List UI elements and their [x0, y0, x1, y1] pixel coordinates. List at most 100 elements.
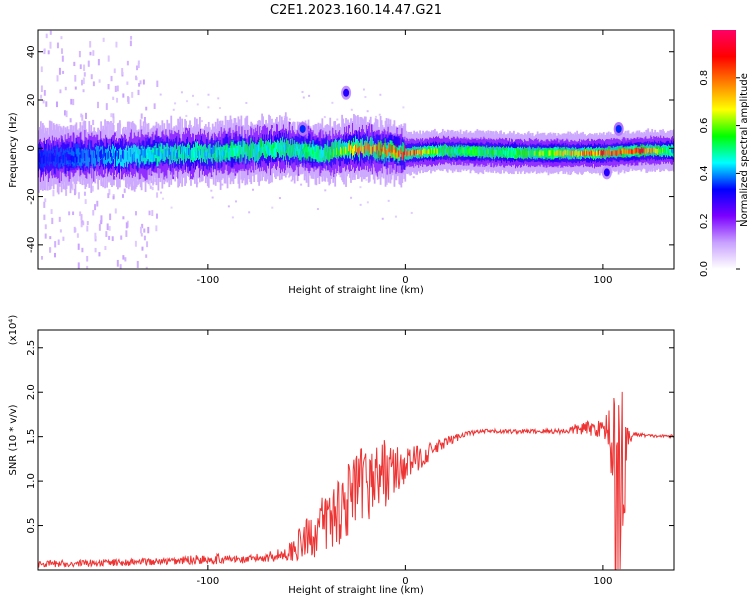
spectrogram-ridge-segment — [309, 141, 312, 157]
spectrogram-ridge-segment — [557, 150, 560, 156]
spectrogram-ridge-segment — [329, 150, 332, 159]
spectrogram-ridge-segment — [452, 147, 455, 153]
spectrogram-ridge-segment — [310, 147, 313, 155]
spectrogram-ridge-segment — [402, 141, 405, 159]
spectrogram-ridge-segment — [446, 147, 449, 153]
spectrogram-ridge-segment — [80, 150, 83, 169]
spectrogram-speckle — [50, 209, 53, 214]
spectrogram-speckle — [122, 216, 125, 220]
spectrogram-ridge-segment — [101, 149, 104, 159]
spectrogram-ridge-segment — [460, 149, 463, 155]
spectrogram-speckle — [153, 103, 156, 110]
spectrogram-ridge-segment — [662, 148, 664, 154]
spectrogram-speckle — [116, 97, 119, 103]
spectrogram-ridge-segment — [231, 147, 234, 156]
spectrogram-ridge-segment — [61, 153, 64, 167]
spectrogram-ridge-segment — [525, 151, 528, 157]
spectrogram-ridge-segment — [245, 143, 248, 152]
spectrogram-ridge-segment — [317, 149, 320, 162]
spectrogram-ridge-segment — [351, 143, 353, 151]
spectrogram-ridge-segment — [466, 148, 469, 154]
spectrogram-ridge-segment — [290, 145, 293, 153]
spectrogram-speckle — [308, 94, 311, 97]
spectrogram-ridge-segment — [191, 148, 193, 156]
spectrogram-speckle — [123, 188, 126, 193]
spectrogram-ridge-segment — [606, 150, 609, 156]
colorbar: 0.0 0.2 0.4 0.6 0.8 Normalized spectral ampl… — [699, 30, 750, 277]
spectrogram-speckle — [283, 115, 286, 118]
spectrogram-ridge-segment — [623, 148, 626, 154]
spectrogram-speckle — [59, 229, 62, 233]
spectrogram-ridge-segment — [544, 150, 547, 156]
spectrogram-ridge-segment — [489, 149, 492, 155]
spectrogram-speckle — [141, 246, 144, 251]
spectrogram-ridge-segment — [566, 150, 569, 156]
spectrogram-ridge-segment — [73, 156, 76, 164]
spectrogram-speckle — [211, 177, 214, 180]
spectrogram-speckle — [410, 211, 413, 214]
spectrogram-speckle — [87, 60, 90, 67]
spectrogram-ridge-segment — [264, 148, 266, 157]
spectrogram-ridge-segment — [214, 145, 217, 154]
spectrogram-ridge-segment — [412, 149, 415, 155]
spectrogram-ridge-segment — [112, 156, 114, 163]
spectrogram-speckle — [180, 91, 183, 94]
spectrogram-ridge-segment — [666, 148, 668, 154]
spectrogram-speckle — [64, 110, 67, 116]
spectrogram-ridge-segment — [210, 149, 213, 157]
snr-x-label: Height of straight line (km) — [288, 585, 424, 596]
spectrogram-ridge-segment — [560, 150, 563, 156]
spectrogram-ridge-segment — [168, 148, 171, 158]
spectrogram-ridge-segment — [190, 149, 192, 159]
spectrogram-ridge-segment — [143, 148, 146, 157]
snr-y-multiplier: (x10⁴) — [8, 315, 19, 346]
spectrogram-speckle — [217, 97, 220, 100]
spectrogram-ridge-segment — [139, 154, 142, 162]
spectrogram-speckle — [290, 179, 293, 182]
spectrogram-speckle — [85, 112, 88, 119]
spectrogram-ridge-segment — [387, 148, 390, 157]
spectrogram-ridge-segment — [71, 155, 74, 162]
spectrogram-speckle — [82, 221, 85, 226]
spectrogram-ridge-segment — [369, 145, 372, 154]
spectrogram-ridge-segment — [180, 146, 183, 155]
spectrogram-ridge-segment — [208, 152, 211, 159]
spectrogram-ridge-segment — [222, 151, 225, 160]
spectrogram-y-label: Frequency (Hz) — [8, 112, 19, 188]
spectrogram-ridge-segment — [38, 153, 41, 163]
spectrogram-ridge-segment — [619, 148, 622, 155]
spectrogram-ridge-segment — [597, 149, 600, 155]
spectrogram-ridge-segment — [400, 147, 403, 155]
spectrogram-ridge-segment — [54, 150, 57, 158]
spectrogram-ridge-segment — [671, 147, 673, 153]
spectrogram-speckle — [394, 215, 397, 218]
spectrogram-ridge-segment — [216, 148, 219, 158]
spectrogram-ridge-segment — [301, 148, 304, 156]
spectrogram-ridge-segment — [505, 150, 507, 156]
spectrogram-ridge-segment — [169, 148, 172, 165]
spectrogram-speckle — [108, 189, 111, 195]
spectrogram-ridge-segment — [533, 151, 536, 156]
spectrogram-speckle — [74, 86, 77, 90]
spectrogram-ridge-segment — [406, 151, 409, 157]
spectrogram-speckle — [127, 97, 130, 104]
spectrogram-ridge-segment — [215, 150, 218, 159]
spectrogram-speckle — [122, 255, 125, 260]
spectrogram-ridge-segment — [221, 149, 224, 156]
spectrogram-ridge-segment — [81, 150, 84, 159]
spectrogram-speckle — [112, 113, 115, 119]
spectrogram-y-tick-label: 40 — [26, 45, 37, 58]
spectrogram-ridge-segment — [467, 149, 470, 154]
spectrogram-ridge-segment — [516, 149, 519, 155]
spectrogram-ridge-segment — [184, 151, 186, 160]
spectrogram-ridge-segment — [498, 150, 501, 156]
spectrogram-ridge-segment — [374, 145, 377, 152]
spectrogram-ridge-segment — [186, 148, 188, 156]
spectrogram-ridge-segment — [534, 150, 537, 156]
spectrogram-speckle — [114, 208, 117, 214]
spectrogram-ridge-segment — [209, 145, 212, 154]
spectrogram-ridge-segment — [135, 153, 138, 163]
spectrogram-ridge-segment — [658, 147, 660, 153]
spectrogram-ridge-segment — [230, 147, 233, 157]
spectrogram-speckle — [77, 192, 80, 199]
